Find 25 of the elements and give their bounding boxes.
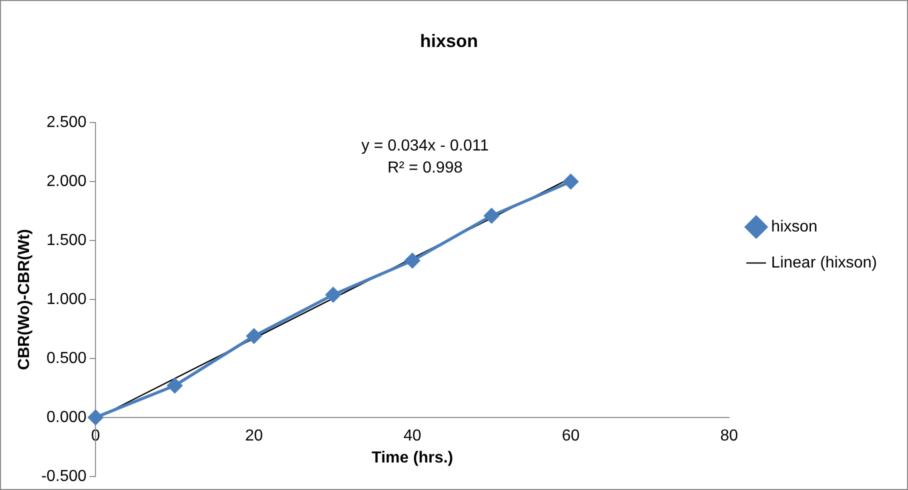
point <box>563 174 578 190</box>
legend-label: hixson <box>771 218 818 236</box>
y-tick-label: 2.000 <box>46 172 87 190</box>
legend-label: Linear (hixson) <box>771 254 877 272</box>
annotation: R² = 0.998 <box>387 160 463 177</box>
annotation: y = 0.034x - 0.011 <box>361 138 489 155</box>
y-tick-label: 0.000 <box>46 408 87 426</box>
point <box>484 208 500 224</box>
y-tick-label: 0.500 <box>46 350 87 367</box>
chart-title: hixson <box>420 30 478 51</box>
point <box>326 287 341 302</box>
x-tick-label: 20 <box>245 427 263 444</box>
x-axis-title: Time (hrs.) <box>372 450 454 467</box>
point <box>88 410 104 425</box>
y-axis-title: CBR(Wo)-CBR(Wt) <box>16 229 34 370</box>
point <box>246 328 262 344</box>
point <box>404 253 420 268</box>
point <box>167 378 182 394</box>
y-tick-label: 1.500 <box>46 232 87 249</box>
x-tick-label: 40 <box>403 427 422 444</box>
y-tick-label: 2.500 <box>46 114 87 132</box>
y-tick-label: 1.000 <box>46 290 87 308</box>
x-tick-label: 80 <box>720 427 738 444</box>
y-tick-label: -0.500 <box>41 468 87 485</box>
x-tick-label: 60 <box>562 427 580 444</box>
